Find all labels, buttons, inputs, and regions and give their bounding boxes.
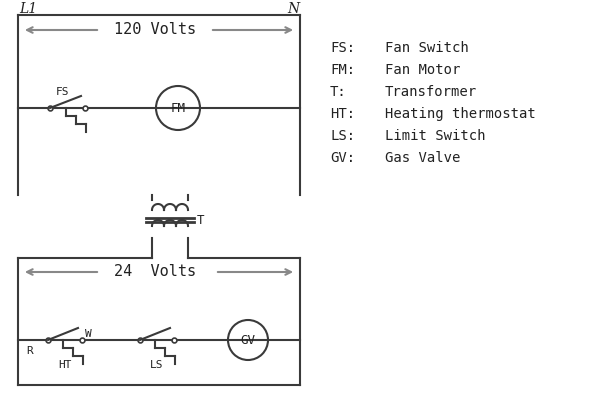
Text: W: W [85,329,92,339]
Text: L1: L1 [19,2,37,16]
Text: Fan Switch: Fan Switch [385,41,468,55]
Text: LS:: LS: [330,129,355,143]
Text: 120 Volts: 120 Volts [114,22,196,38]
Text: T:: T: [330,85,347,99]
Text: Limit Switch: Limit Switch [385,129,486,143]
Text: HT:: HT: [330,107,355,121]
Text: FM: FM [171,102,185,114]
Text: T: T [197,214,205,226]
Text: Gas Valve: Gas Valve [385,151,460,165]
Text: GV:: GV: [330,151,355,165]
Text: Transformer: Transformer [385,85,477,99]
Text: LS: LS [150,360,164,370]
Text: GV: GV [241,334,255,346]
Text: N: N [287,2,299,16]
Text: HT: HT [58,360,72,370]
Text: R: R [27,346,34,356]
Text: Heating thermostat: Heating thermostat [385,107,536,121]
Text: FS: FS [56,87,70,97]
Text: FS:: FS: [330,41,355,55]
Text: 24  Volts: 24 Volts [114,264,196,280]
Text: Fan Motor: Fan Motor [385,63,460,77]
Circle shape [156,86,200,130]
Text: FM:: FM: [330,63,355,77]
Circle shape [228,320,268,360]
